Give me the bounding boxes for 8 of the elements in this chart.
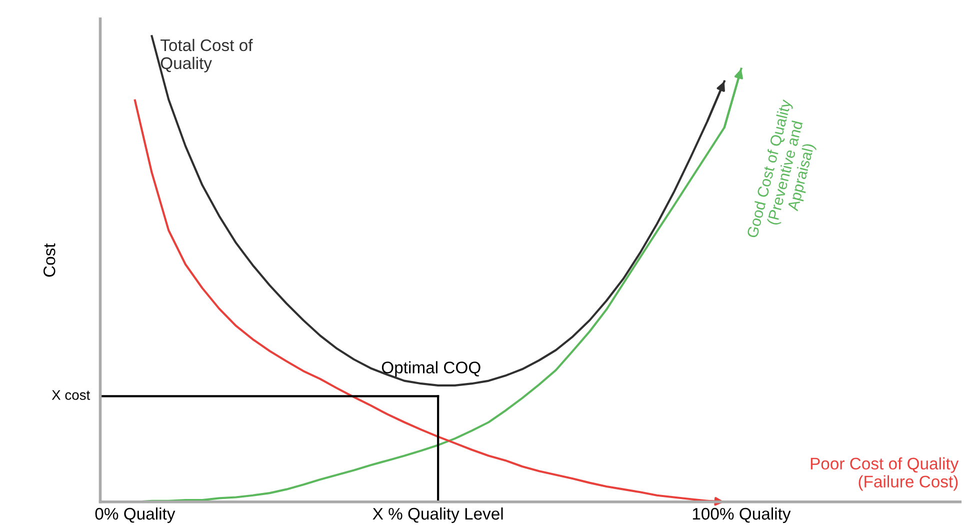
x-tick-label: 0% Quality (95, 507, 176, 523)
y-axis-title: Cost (43, 243, 56, 277)
ref-line-label: X cost (52, 390, 90, 400)
x-tick-label: 100% Quality (692, 507, 791, 523)
series-label: Total Cost of Quality (160, 38, 253, 72)
ref-line-label: Optimal COQ (382, 361, 480, 377)
x-tick-label: X % Quality Level (372, 507, 503, 523)
text: Poor Cost of Quality (Failure Cost) (810, 457, 959, 491)
